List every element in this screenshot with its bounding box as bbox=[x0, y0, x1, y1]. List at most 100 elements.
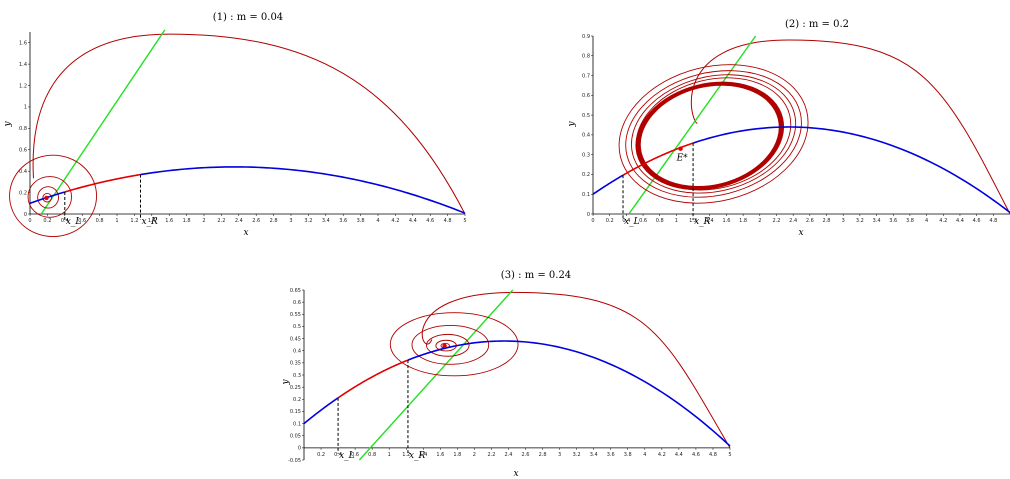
spiral-loop bbox=[9, 154, 98, 238]
x-tick-label: 0.2 bbox=[317, 452, 325, 458]
spiral-loop bbox=[426, 333, 470, 357]
x-tick-label: 1.2 bbox=[689, 218, 697, 224]
spiral-loop bbox=[42, 192, 52, 203]
x-tick-label: 4.4 bbox=[956, 218, 964, 224]
spiral-loop bbox=[618, 64, 809, 204]
x-tick-label: 5 bbox=[463, 218, 466, 224]
y-tick-label: 0.15 bbox=[290, 409, 301, 415]
x-tick-label: 1 bbox=[675, 218, 678, 224]
x-tick-label: 1.8 bbox=[739, 218, 747, 224]
green-isocline bbox=[40, 29, 166, 215]
x-axis-label: x bbox=[513, 469, 518, 479]
y-tick-label: 0.5 bbox=[293, 324, 301, 330]
x-tick-label: 3 bbox=[842, 218, 845, 224]
x-tick-label: 1.6 bbox=[165, 218, 173, 224]
x-tick-label: 2 bbox=[473, 452, 476, 458]
x-tick-label: 1.6 bbox=[436, 452, 444, 458]
equilibrium-label: E* bbox=[676, 154, 689, 164]
x-right-label: x_R bbox=[694, 217, 711, 227]
x-tick-label: 4 bbox=[643, 452, 646, 458]
x-tick-label: 4 bbox=[925, 218, 928, 224]
y-tick-label: 0 bbox=[587, 212, 590, 218]
x-tick-label: 2.8 bbox=[270, 218, 278, 224]
limit-cycle bbox=[635, 81, 785, 191]
y-tick-label: 0.45 bbox=[290, 336, 301, 342]
x-tick-label: 3.6 bbox=[339, 218, 347, 224]
x-tick-label: 0 bbox=[28, 218, 31, 224]
x-tick-label: 2.6 bbox=[252, 218, 260, 224]
y-tick-label: -0.05 bbox=[288, 458, 301, 464]
chart-title: (1) : m = 0.04 bbox=[213, 12, 283, 23]
x-tick-label: 4.2 bbox=[939, 218, 947, 224]
x-tick-label: 4.2 bbox=[391, 218, 399, 224]
x-tick-label: 0 bbox=[591, 218, 594, 224]
y-tick-label: 0.1 bbox=[582, 192, 590, 198]
y-tick-label: 0.1 bbox=[293, 421, 301, 427]
x-tick-label: 3.4 bbox=[873, 218, 881, 224]
x-tick-label: 3.2 bbox=[304, 218, 312, 224]
x-tick-label: 1.4 bbox=[148, 218, 156, 224]
x-tick-label: 4.4 bbox=[409, 218, 417, 224]
y-axis-label: y bbox=[567, 121, 577, 128]
x-tick-label: 3.8 bbox=[906, 218, 914, 224]
x-tick-label: 0.2 bbox=[43, 218, 51, 224]
x-tick-label: 3.8 bbox=[357, 218, 365, 224]
y-tick-label: 0.9 bbox=[582, 34, 590, 40]
outer-trajectory bbox=[421, 291, 731, 449]
x-tick-label: 0.4 bbox=[61, 218, 69, 224]
x-left-label: x_L bbox=[624, 217, 640, 227]
y-tick-label: 1.4 bbox=[19, 62, 27, 68]
x-tick-label: 4.6 bbox=[426, 218, 434, 224]
y-tick-label: 1.6 bbox=[19, 41, 27, 47]
x-tick-label: 3.4 bbox=[590, 452, 598, 458]
x-tick-label: 3.2 bbox=[573, 452, 581, 458]
x-tick-label: 1.2 bbox=[130, 218, 138, 224]
prey-nullcline-left bbox=[592, 174, 624, 195]
x-tick-label: 1 bbox=[388, 452, 391, 458]
x-axis-label: x bbox=[798, 228, 803, 238]
x-right-label: x_R bbox=[409, 451, 426, 461]
y-tick-label: 0.2 bbox=[293, 397, 301, 403]
y-tick-label: 0.55 bbox=[290, 312, 301, 318]
x-tick-label: 2.4 bbox=[789, 218, 797, 224]
x-tick-label: 3.8 bbox=[624, 452, 632, 458]
x-tick-label: 3.2 bbox=[856, 218, 864, 224]
y-tick-label: 0.4 bbox=[19, 169, 27, 175]
x-left-label: x_L bbox=[66, 217, 82, 227]
y-tick-label: 0 bbox=[298, 446, 301, 452]
outer-trajectory bbox=[32, 33, 466, 215]
x-tick-label: 3.6 bbox=[889, 218, 897, 224]
x-tick-label: 2 bbox=[202, 218, 205, 224]
x-tick-label: 0.4 bbox=[334, 452, 342, 458]
x-tick-label: 0.4 bbox=[622, 218, 630, 224]
x-tick-label: 0.2 bbox=[606, 218, 614, 224]
x-tick-label: 2.4 bbox=[235, 218, 243, 224]
chart-title: (3) : m = 0.24 bbox=[501, 270, 571, 281]
x-tick-label: 2.4 bbox=[505, 452, 513, 458]
chart-panel-m-0-04: (1) : m = 0.04 x y 0 0.2 0.4 0.6 0.8 1 1.2 1.4 1… bbox=[3, 12, 467, 238]
x-tick-label: 4.8 bbox=[709, 452, 717, 458]
x-tick-label: 2 bbox=[758, 218, 761, 224]
equilibrium-point bbox=[442, 343, 447, 349]
prey-nullcline-left bbox=[303, 397, 339, 425]
x-tick-label: 0.8 bbox=[96, 218, 104, 224]
spiral-loop bbox=[411, 325, 490, 365]
chart-panel-m-0-24: (3) : m = 0.24 x y 0.2 0.4 0.6 0.8 1 1.2 1.4 1.… bbox=[281, 270, 732, 479]
x-tick-label: 2.6 bbox=[522, 452, 530, 458]
prey-nullcline-middle bbox=[64, 173, 141, 193]
x-tick-label: 0.8 bbox=[656, 218, 664, 224]
x-tick-label: 3 bbox=[558, 452, 561, 458]
y-tick-label: 0.2 bbox=[582, 172, 590, 178]
y-tick-label: 0.4 bbox=[582, 133, 590, 139]
y-axis-label: y bbox=[3, 121, 13, 128]
y-tick-label: 0.6 bbox=[19, 148, 27, 154]
chart-title: (2) : m = 0.2 bbox=[785, 19, 849, 30]
x-tick-label: 0.6 bbox=[78, 218, 86, 224]
y-tick-label: 0.3 bbox=[293, 373, 301, 379]
x-tick-label: 1 bbox=[115, 218, 118, 224]
x-tick-label: 3.6 bbox=[607, 452, 615, 458]
x-right-label: x_R bbox=[141, 217, 158, 227]
y-tick-label: 0.5 bbox=[582, 113, 590, 119]
equilibrium-point bbox=[44, 195, 49, 201]
y-tick-label: 0.35 bbox=[290, 361, 301, 367]
